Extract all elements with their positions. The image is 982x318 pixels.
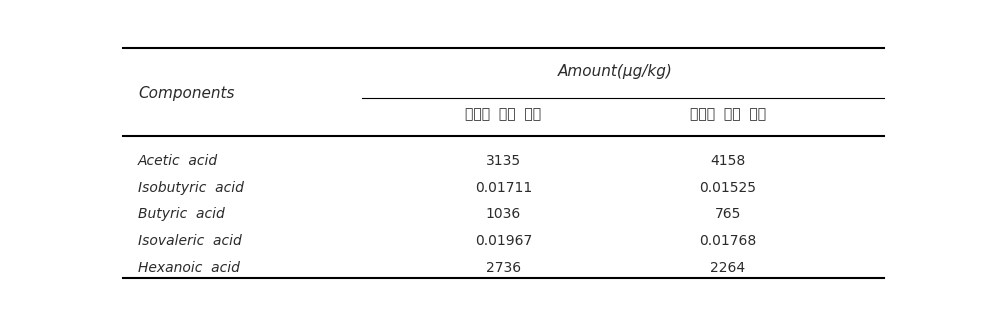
Text: 2264: 2264 xyxy=(710,261,745,275)
Text: Isobutyric  acid: Isobutyric acid xyxy=(137,181,244,195)
Text: 0.01525: 0.01525 xyxy=(699,181,756,195)
Text: 1036: 1036 xyxy=(486,207,520,221)
Text: Butyric  acid: Butyric acid xyxy=(137,207,225,221)
Text: 기름층  제거  간장: 기름층 제거 간장 xyxy=(689,107,766,121)
Text: Isovaleric  acid: Isovaleric acid xyxy=(137,234,242,248)
Text: 3135: 3135 xyxy=(486,154,520,168)
Text: 0.01967: 0.01967 xyxy=(474,234,532,248)
Text: Amount(μg/kg): Amount(μg/kg) xyxy=(558,64,673,79)
Text: 4158: 4158 xyxy=(710,154,745,168)
Text: Hexanoic  acid: Hexanoic acid xyxy=(137,261,240,275)
Text: 765: 765 xyxy=(715,207,741,221)
Text: 0.01768: 0.01768 xyxy=(699,234,756,248)
Text: Components: Components xyxy=(137,86,235,101)
Text: 기름층  있는  간장: 기름층 있는 간장 xyxy=(465,107,541,121)
Text: Acetic  acid: Acetic acid xyxy=(137,154,218,168)
Text: 2736: 2736 xyxy=(486,261,520,275)
Text: 0.01711: 0.01711 xyxy=(474,181,532,195)
